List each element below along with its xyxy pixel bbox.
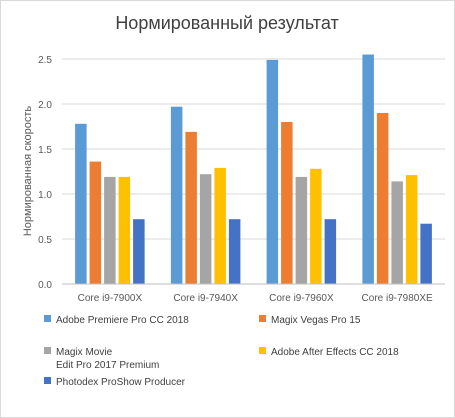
bar — [376, 113, 389, 284]
bar — [75, 123, 87, 284]
bar — [228, 219, 241, 284]
bar — [104, 176, 116, 284]
legend-swatch — [259, 315, 266, 322]
bar — [391, 181, 403, 284]
bar — [362, 54, 374, 284]
y-tick-label: 2.0 — [38, 100, 52, 111]
chart-title: Нормированный результат — [115, 13, 338, 33]
bar — [185, 131, 197, 284]
bar — [89, 161, 102, 284]
bar — [214, 167, 226, 284]
x-category-label: Core i9-7940X — [173, 293, 238, 304]
bar — [118, 176, 131, 284]
bars — [75, 54, 432, 285]
bar — [310, 168, 322, 284]
legend-label: Adobe After Effects CC 2018 — [271, 347, 399, 358]
y-tick-label: 0.5 — [38, 235, 52, 246]
bar — [266, 59, 279, 285]
x-category-label: Core i9-7960X — [269, 293, 334, 304]
bar — [199, 174, 212, 284]
legend-swatch — [259, 347, 266, 354]
x-axis-categories: Core i9-7900X Core i9-7940X Core i9-7960X C… — [78, 293, 433, 304]
y-tick-label: 2.5 — [38, 55, 52, 66]
y-tick-label: 1.0 — [38, 190, 52, 201]
legend-swatch — [44, 377, 51, 384]
legend-label: Photodex ProShow Producer — [56, 377, 186, 388]
y-axis-label: Нормированная скорость — [22, 106, 34, 237]
bar — [281, 122, 293, 284]
legend-swatch — [44, 315, 51, 322]
y-tick-label: 0.0 — [38, 280, 52, 291]
legend-swatch — [44, 347, 51, 354]
x-category-label: Core i9-7900X — [78, 293, 143, 304]
legend-label: Magix Movie Edit Pro 2017 Premium — [56, 347, 159, 371]
legend: Adobe Premiere Pro CC 2018 Magix Vegas Pr… — [44, 315, 399, 388]
bar — [133, 219, 145, 284]
legend-label: Magix Vegas Pro 15 — [271, 315, 361, 326]
bar — [295, 176, 308, 284]
bar — [324, 219, 337, 284]
x-category-label: Core i9-7980XE — [362, 293, 433, 304]
bar — [170, 106, 183, 284]
bar — [420, 223, 432, 284]
y-axis-ticks: 0.0 0.5 1.0 1.5 2.0 2.5 — [38, 55, 52, 291]
y-tick-label: 1.5 — [38, 145, 52, 156]
bar — [405, 175, 418, 284]
legend-label: Adobe Premiere Pro CC 2018 — [56, 315, 189, 326]
